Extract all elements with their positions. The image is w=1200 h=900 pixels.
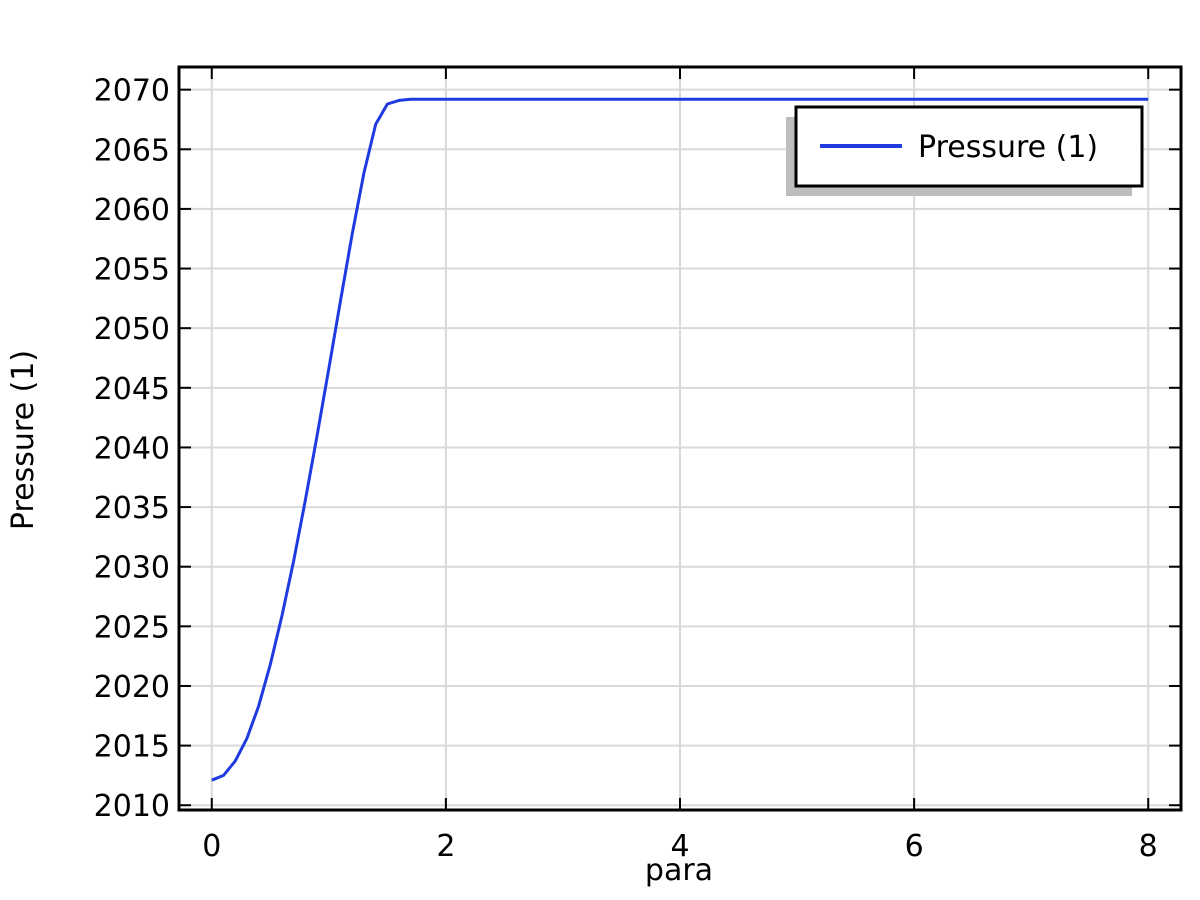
x-tick-label: 8 <box>1139 829 1158 864</box>
x-tick-label: 0 <box>202 829 221 864</box>
y-tick-label: 2030 <box>94 551 170 586</box>
tick-labels: 0 2 4 6 8 2010 2015 2020 2025 2030 2035 2040 2045 205… <box>94 74 1158 864</box>
grid-lines <box>179 67 1181 810</box>
x-tick-label: 2 <box>436 829 455 864</box>
legend-label: Pressure (1) <box>918 130 1098 165</box>
axis-ticks <box>179 67 1181 810</box>
y-tick-label: 2020 <box>94 670 170 705</box>
plot-frame <box>177 65 1183 812</box>
y-tick-label: 2055 <box>94 253 170 288</box>
legend: Pressure (1) <box>786 105 1144 196</box>
x-axis-label: para <box>645 853 713 888</box>
y-tick-label: 2015 <box>94 730 170 765</box>
y-tick-label: 2035 <box>94 491 170 526</box>
y-axis-label: Pressure (1) <box>6 350 41 530</box>
y-tick-label: 2070 <box>94 74 170 109</box>
y-tick-label: 2045 <box>94 372 170 407</box>
y-tick-label: 2010 <box>94 789 170 824</box>
y-tick-label: 2065 <box>94 133 170 168</box>
y-tick-label: 2060 <box>94 193 170 228</box>
y-tick-label: 2040 <box>94 431 170 466</box>
y-tick-label: 2025 <box>94 610 170 645</box>
y-tick-label: 2050 <box>94 312 170 347</box>
x-tick-label: 4 <box>670 829 689 864</box>
series-layer <box>211 97 1149 782</box>
x-tick-label: 6 <box>905 829 924 864</box>
series-line <box>211 97 1149 782</box>
